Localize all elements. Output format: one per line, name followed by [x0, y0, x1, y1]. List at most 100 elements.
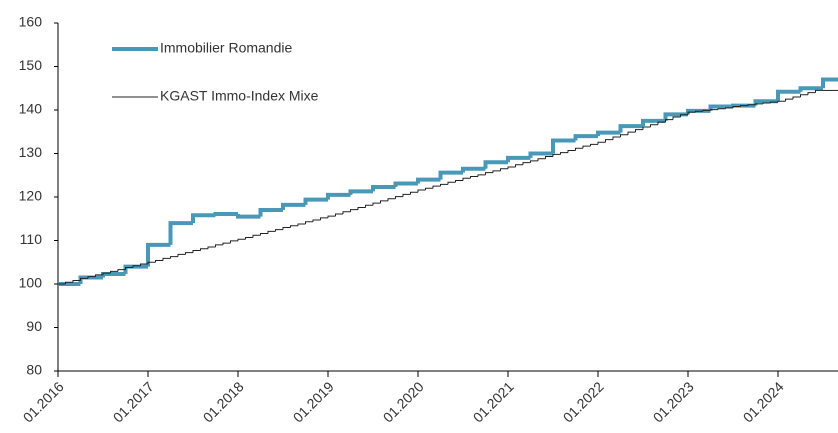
- step-segment: [438, 170, 463, 180]
- step-segment: [215, 244, 223, 248]
- step-segment: [102, 272, 111, 275]
- step-segment: [312, 219, 321, 222]
- step-segment: [168, 221, 193, 245]
- step-segment: [785, 98, 793, 102]
- step-segment: [462, 177, 471, 181]
- legend-label: Immobilier Romandie: [160, 40, 292, 56]
- step-segment: [140, 263, 148, 266]
- step-segment: [297, 223, 306, 226]
- step-segment: [567, 149, 576, 153]
- step-segment: [740, 105, 748, 107]
- y-tick-label: 130: [19, 144, 43, 160]
- step-segment: [230, 240, 238, 244]
- step-segment: [348, 189, 373, 195]
- step-segment: [402, 193, 411, 197]
- step-segment: [732, 106, 741, 108]
- y-tick-label: 100: [19, 275, 43, 291]
- step-segment: [290, 225, 298, 228]
- step-segment: [327, 215, 336, 218]
- step-segment: [650, 124, 658, 127]
- step-segment: [477, 174, 486, 177]
- step-segment: [432, 185, 441, 189]
- step-segment: [305, 221, 313, 224]
- step-segment: [417, 189, 426, 193]
- step-segment: [117, 269, 126, 272]
- step-segment: [537, 158, 546, 161]
- step-segment: [777, 100, 786, 103]
- step-segment: [515, 164, 523, 167]
- step-segment: [492, 170, 501, 173]
- step-segment: [372, 202, 381, 206]
- step-segment: [627, 131, 636, 135]
- step-segment: [590, 143, 598, 147]
- step-segment: [170, 256, 178, 259]
- step-segment: [125, 266, 133, 270]
- step-segment: [485, 172, 493, 175]
- x-tick-label: 01.2020: [380, 378, 427, 425]
- step-segment: [95, 274, 103, 277]
- step-segment: [702, 109, 711, 112]
- step-segment: [365, 204, 373, 208]
- x-tick-label: 01.2019: [290, 378, 337, 425]
- step-segment: [410, 191, 418, 195]
- step-segment: [597, 141, 606, 145]
- step-segment: [641, 118, 666, 127]
- step-segment: [815, 89, 823, 93]
- step-segment: [237, 238, 246, 241]
- step-segment: [695, 110, 703, 113]
- step-segment: [530, 160, 538, 163]
- y-tick-label: 90: [26, 318, 42, 334]
- step-segment: [282, 226, 291, 230]
- step-segment: [605, 139, 613, 143]
- step-segment: [483, 160, 508, 169]
- step-segment: [635, 129, 643, 133]
- step-segment: [618, 124, 643, 133]
- x-tick-label: 01.2018: [200, 378, 247, 425]
- step-segment: [192, 250, 201, 253]
- step-segment: [162, 257, 171, 261]
- step-segment: [455, 179, 463, 183]
- step-segment: [146, 242, 171, 267]
- step-segment: [335, 213, 343, 217]
- x-tick-label: 01.2022: [560, 378, 607, 425]
- step-segment: [657, 121, 666, 125]
- step-segment: [132, 265, 141, 268]
- step-segment: [320, 217, 328, 221]
- step-segment: [500, 168, 508, 171]
- step-segment: [545, 156, 553, 159]
- series: [58, 89, 838, 285]
- step-segment: [792, 96, 801, 100]
- step-segment: [371, 184, 396, 192]
- step-segment: [522, 162, 531, 165]
- step-segment: [506, 155, 531, 163]
- step-segment: [770, 101, 778, 104]
- step-segment: [665, 119, 673, 123]
- step-segment: [725, 107, 733, 109]
- step-segment: [123, 264, 148, 274]
- step-segment: [260, 233, 268, 236]
- step-segment: [776, 89, 801, 102]
- x-tick-label: 01.2023: [650, 378, 697, 425]
- x-tick-label: 01.2016: [20, 378, 67, 425]
- step-segment: [680, 114, 688, 117]
- y-tick-label: 160: [19, 14, 43, 30]
- step-segment: [303, 197, 328, 205]
- step-segment: [393, 181, 418, 187]
- y-tick-label: 150: [19, 57, 43, 73]
- step-segment: [222, 242, 231, 245]
- step-segment: [528, 151, 553, 158]
- step-segment: [78, 275, 103, 284]
- step-segment: [507, 166, 516, 169]
- y-tick-label: 80: [26, 362, 42, 378]
- step-segment: [798, 86, 823, 92]
- step-segment: [755, 103, 763, 105]
- step-segment: [213, 211, 238, 216]
- step-segment: [236, 213, 261, 219]
- step-segment: [101, 271, 126, 278]
- step-segment: [620, 134, 628, 137]
- step-segment: [110, 270, 118, 274]
- step-segment: [461, 166, 486, 173]
- step-segment: [425, 187, 433, 191]
- x-tick-label: 01.2024: [740, 378, 787, 425]
- step-segment: [717, 108, 726, 110]
